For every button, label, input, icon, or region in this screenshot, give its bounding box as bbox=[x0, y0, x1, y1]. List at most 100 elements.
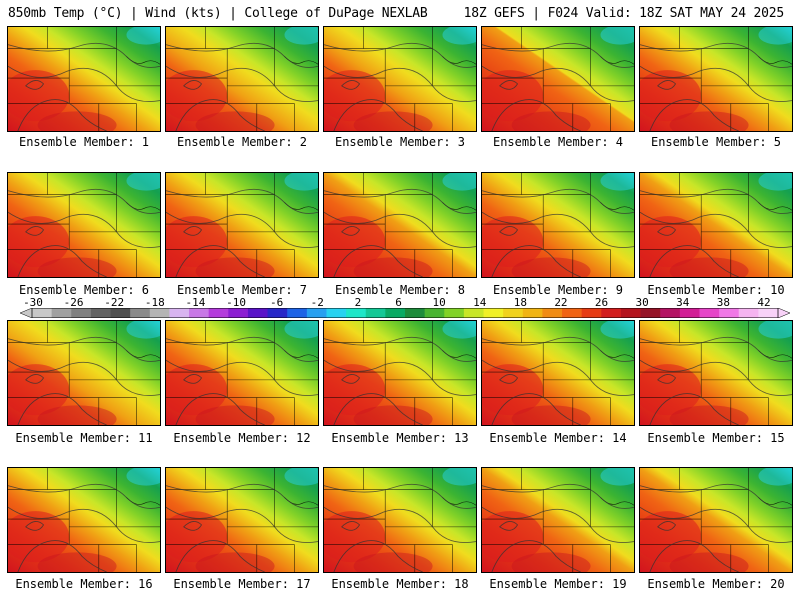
valid-time: 18Z GEFS | F024 Valid: 18Z SAT MAY 24 20… bbox=[463, 6, 785, 21]
product-title: 850mb Temp (°C) | Wind (kts) | College o… bbox=[8, 6, 428, 21]
ensemble-map-10 bbox=[639, 172, 793, 278]
color-scale-tick-label: -26 bbox=[63, 296, 84, 309]
ensemble-member-label: Ensemble Member: 13 bbox=[331, 431, 469, 445]
color-scale-bin bbox=[679, 308, 700, 318]
color-scale-bin bbox=[247, 308, 269, 318]
color-scale-bin bbox=[699, 308, 720, 318]
color-scale-bin bbox=[522, 308, 543, 318]
color-scale-bin bbox=[385, 308, 406, 318]
ensemble-member-label: Ensemble Member: 2 bbox=[176, 135, 308, 149]
ensemble-member-label: Ensemble Member: 6 bbox=[18, 283, 150, 297]
ensemble-member-label: Ensemble Member: 1 bbox=[18, 135, 150, 149]
ensemble-member-label: Ensemble Member: 3 bbox=[334, 135, 466, 149]
color-scale-tick-label: 22 bbox=[554, 296, 568, 309]
ensemble-map-11 bbox=[7, 320, 161, 426]
color-scale-bin bbox=[463, 308, 485, 318]
color-scale-bin bbox=[189, 308, 210, 318]
ensemble-map-17 bbox=[165, 467, 319, 573]
color-scale-bin bbox=[267, 308, 288, 318]
ensemble-map-20 bbox=[639, 467, 793, 573]
color-scale-bin bbox=[738, 308, 759, 318]
color-scale-bin bbox=[640, 308, 661, 318]
ensemble-member-label: Ensemble Member: 9 bbox=[492, 283, 624, 297]
color-scale-bin bbox=[228, 308, 249, 318]
color-scale-bin bbox=[287, 308, 308, 318]
color-scale-tick-label: -14 bbox=[185, 296, 206, 309]
color-scale-bin bbox=[483, 308, 504, 318]
ensemble-map-7 bbox=[165, 172, 319, 278]
color-scale-bin bbox=[365, 308, 386, 318]
ensemble-map-3 bbox=[323, 26, 477, 132]
ensemble-member-label: Ensemble Member: 7 bbox=[176, 283, 308, 297]
ensemble-member-label: Ensemble Member: 10 bbox=[647, 283, 785, 297]
color-scale-bin bbox=[444, 308, 465, 318]
color-scale-bin bbox=[405, 308, 426, 318]
color-scale-tick-label: 42 bbox=[757, 296, 771, 309]
color-scale-bin bbox=[581, 308, 602, 318]
ensemble-member-label: Ensemble Member: 11 bbox=[15, 431, 153, 445]
color-scale-bin bbox=[32, 308, 53, 318]
ensemble-member-label: Ensemble Member: 18 bbox=[331, 577, 469, 591]
ensemble-member-label: Ensemble Member: 15 bbox=[647, 431, 785, 445]
ensemble-map-18 bbox=[323, 467, 477, 573]
ensemble-map-15 bbox=[639, 320, 793, 426]
color-scale-bin bbox=[719, 308, 740, 318]
color-scale-tick-label: 30 bbox=[635, 296, 649, 309]
ensemble-map-5 bbox=[639, 26, 793, 132]
color-scale-bin bbox=[326, 308, 347, 318]
color-scale-bar bbox=[20, 308, 790, 318]
color-scale-tick-label: -30 bbox=[23, 296, 43, 309]
ensemble-member-label: Ensemble Member: 14 bbox=[489, 431, 627, 445]
ensemble-member-label: Ensemble Member: 4 bbox=[492, 135, 624, 149]
color-scale-bin bbox=[562, 308, 583, 318]
color-scale-tick-label: -2 bbox=[310, 296, 324, 309]
ensemble-member-label: Ensemble Member: 16 bbox=[15, 577, 153, 591]
color-scale-tick-label: -22 bbox=[104, 296, 125, 309]
color-scale-bin bbox=[71, 308, 92, 318]
ensemble-map-6 bbox=[7, 172, 161, 278]
color-scale-bin bbox=[620, 308, 642, 318]
color-scale-tick-label: -18 bbox=[144, 296, 165, 309]
color-scale-bin bbox=[542, 308, 563, 318]
color-scale-bin bbox=[130, 308, 151, 318]
color-scale-bin bbox=[601, 308, 622, 318]
color-scale-tick-label: 18 bbox=[513, 296, 527, 309]
color-scale-bin bbox=[90, 308, 112, 318]
ensemble-member-label: Ensemble Member: 19 bbox=[489, 577, 627, 591]
color-scale-tick-label: 26 bbox=[594, 296, 609, 309]
ensemble-map-13 bbox=[323, 320, 477, 426]
color-scale-bin bbox=[346, 308, 367, 318]
ensemble-map-1 bbox=[7, 26, 161, 132]
color-scale-bin bbox=[758, 308, 779, 318]
ensemble-map-19 bbox=[481, 467, 635, 573]
ensemble-map-16 bbox=[7, 467, 161, 573]
color-scale-bin bbox=[208, 308, 229, 318]
ensemble-member-label: Ensemble Member: 8 bbox=[334, 283, 466, 297]
color-scale-bin bbox=[169, 308, 190, 318]
ensemble-member-label: Ensemble Member: 12 bbox=[173, 431, 311, 445]
color-scale-min-arrow bbox=[20, 308, 33, 318]
color-scale-bin bbox=[424, 308, 445, 318]
color-scale-tick-label: 2 bbox=[354, 296, 362, 309]
color-scale-max-arrow bbox=[777, 308, 790, 318]
color-scale-tick-label: 14 bbox=[473, 296, 487, 309]
ensemble-member-label: Ensemble Member: 20 bbox=[647, 577, 785, 591]
color-scale-bin bbox=[110, 308, 131, 318]
ensemble-map-14 bbox=[481, 320, 635, 426]
ensemble-map-2 bbox=[165, 26, 319, 132]
color-scale-tick-label: 34 bbox=[676, 296, 690, 309]
color-scale-tick-label: 6 bbox=[395, 296, 402, 309]
ensemble-member-label: Ensemble Member: 17 bbox=[173, 577, 311, 591]
color-scale-bin bbox=[503, 308, 524, 318]
ensemble-map-12 bbox=[165, 320, 319, 426]
color-scale-bin bbox=[51, 308, 72, 318]
ensemble-map-8 bbox=[323, 172, 477, 278]
ensemble-map-9 bbox=[481, 172, 635, 278]
color-scale-tick-label: -6 bbox=[270, 296, 284, 309]
ensemble-map-4 bbox=[481, 26, 635, 132]
color-scale-bin bbox=[149, 308, 170, 318]
color-scale bbox=[20, 308, 790, 318]
color-scale-bin bbox=[660, 308, 681, 318]
color-scale-tick-label: 10 bbox=[432, 296, 446, 309]
color-scale-bin bbox=[306, 308, 327, 318]
